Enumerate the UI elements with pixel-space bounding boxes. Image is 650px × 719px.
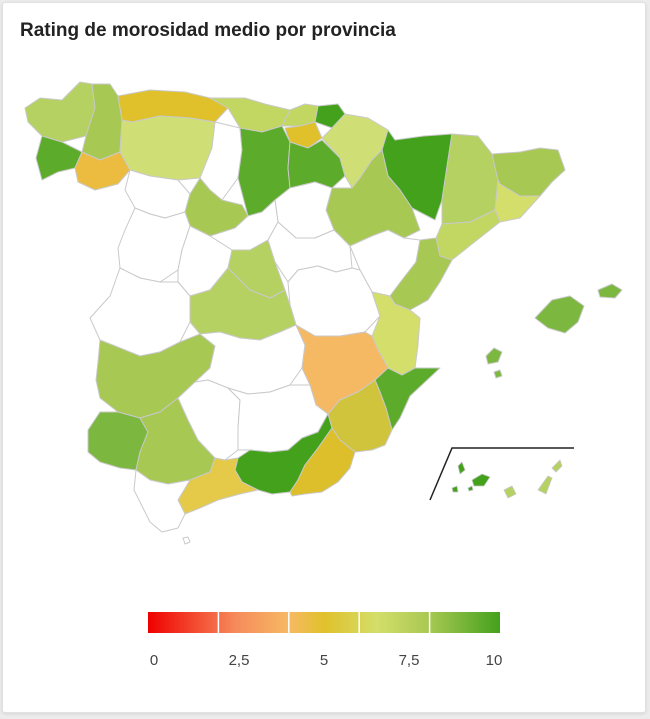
legend-tick-label: 7,5 — [398, 652, 420, 669]
province-castellon[interactable] — [389, 237, 453, 311]
province-santa-cruz-tenerife-la-palma[interactable] — [457, 461, 466, 475]
province-baleares-ibiza[interactable] — [485, 347, 503, 365]
map-title: Rating de morosidad medio por provincia — [20, 20, 396, 41]
province-las-palmas-fuerteventura[interactable] — [537, 475, 553, 495]
legend-band-separators — [217, 612, 431, 633]
legend-tick-label: 5 — [319, 652, 329, 669]
legend-tick-label: 10 — [485, 652, 503, 669]
province-ceuta[interactable] — [182, 536, 191, 545]
province-las-palmas-lanzarote[interactable] — [551, 459, 563, 473]
province-santa-cruz-tenerife-tenerife[interactable] — [471, 473, 491, 487]
legend-color-bar — [148, 612, 500, 633]
province-santa-cruz-tenerife-gomera[interactable] — [451, 485, 459, 493]
canary-inset-frame — [429, 447, 574, 501]
legend-tick-label: 0 — [149, 652, 159, 669]
province-baleares-menorca[interactable] — [597, 283, 623, 299]
province-almeria[interactable] — [289, 427, 356, 497]
province-la-rioja[interactable] — [287, 139, 346, 189]
province-las-palmas-gran-canaria[interactable] — [503, 485, 517, 499]
province-baleares-mallorca[interactable] — [534, 295, 585, 334]
province-santa-cruz-tenerife-hierro[interactable] — [467, 485, 474, 492]
province-cadiz[interactable] — [133, 469, 191, 533]
province-baleares-formentera[interactable] — [493, 369, 503, 379]
province-malaga[interactable] — [177, 457, 259, 515]
legend-tick-label: 2,5 — [228, 652, 250, 669]
province-pontevedra[interactable] — [35, 135, 83, 181]
